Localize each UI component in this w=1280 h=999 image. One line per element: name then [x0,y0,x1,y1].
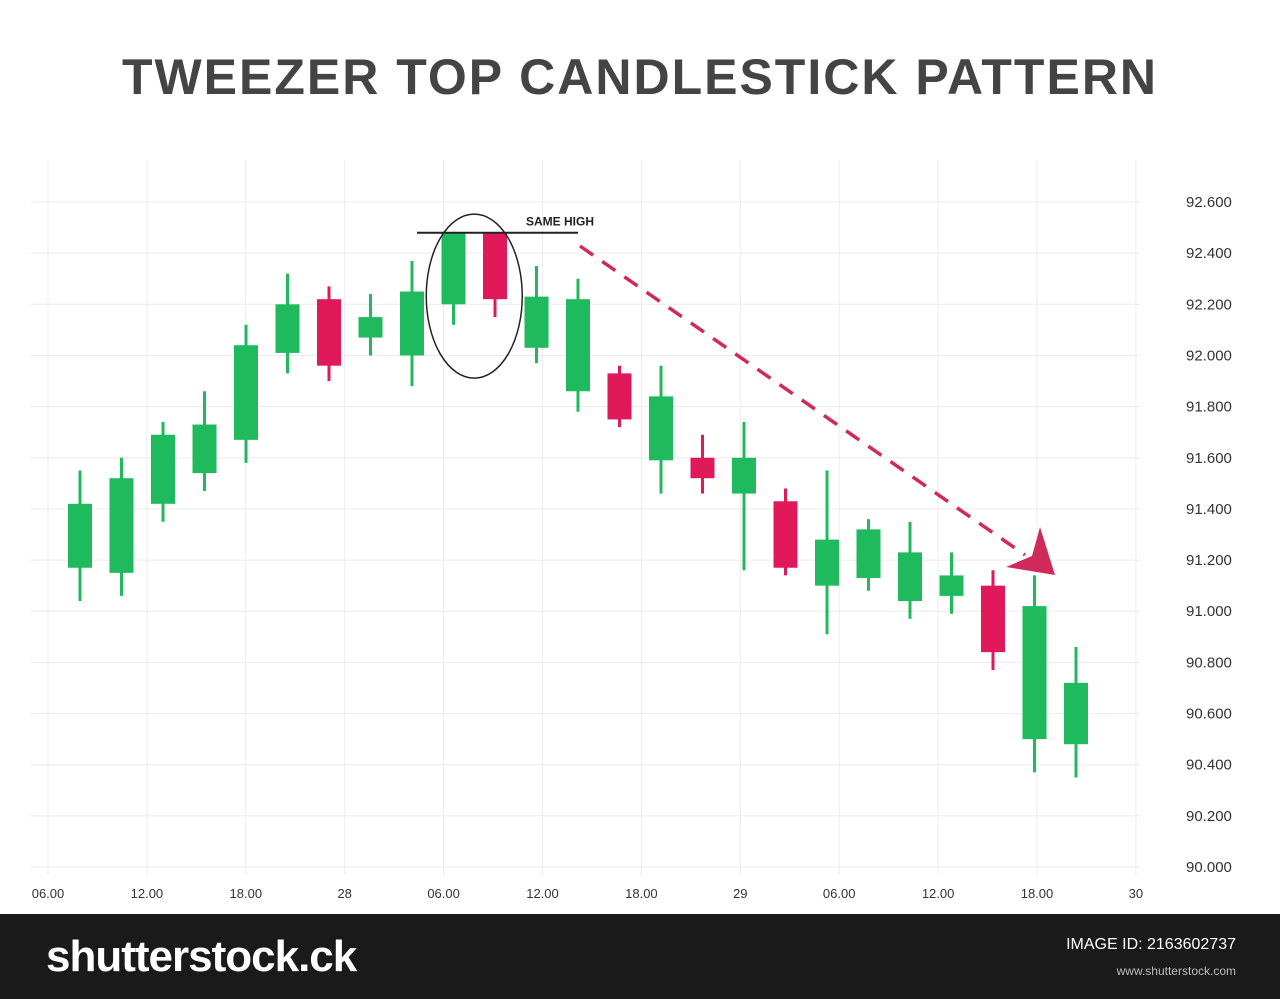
image-id: IMAGE ID: 2163602737 [1066,936,1236,953]
brand-suffix: .ck [298,932,357,981]
x-tick-label: 18.00 [625,886,658,901]
y-tick-label: 90.200 [1186,808,1232,825]
y-tick-label: 90.000 [1186,859,1232,876]
candle-body-bullish [151,434,175,504]
candle-body-bearish [690,457,715,479]
x-tick-label: 12.00 [526,886,559,901]
candle-body-bullish [441,232,466,305]
candle-body-bullish [275,304,300,353]
tweezer-highlight-ellipse [425,213,523,379]
candle-body-bearish [483,232,507,300]
y-tick-label: 92.400 [1186,245,1232,262]
y-tick-label: 92.000 [1186,347,1232,364]
x-tick-label: 18.00 [1021,886,1054,901]
x-tick-label: 30 [1129,886,1143,901]
x-tick-label: 18.00 [230,886,263,901]
candle-body-bearish [317,299,341,366]
y-tick-label: 91.600 [1186,450,1232,467]
x-tick-label: 12.00 [922,886,955,901]
candle-body-bullish [1022,606,1047,740]
candle-body-bullish [524,296,549,348]
candle-body-bullish [649,396,673,461]
x-tick-label: 06.00 [32,886,65,901]
candle-body-bullish [939,575,964,596]
y-tick-label: 91.400 [1186,501,1232,518]
candle-body-bullish [898,552,922,601]
candle-body-bullish [234,345,258,440]
candle-body-bullish [566,299,590,392]
site-url: www.shutterstock.com [1116,964,1236,978]
brand-name: shutterstock [46,932,299,981]
candle-body-bullish [192,424,217,474]
candlestick-chart: 92.600 92.400 92.200 92.000 91.800 91.600 91.4… [30,160,1232,901]
x-tick-label: 06.00 [823,886,856,901]
candle-body-bullish [109,478,134,573]
candle-body-bullish [358,317,383,338]
x-tick-label: 06.00 [427,886,460,901]
x-tick-label: 12.00 [131,886,164,901]
downtrend-arrow-head [1006,527,1055,575]
x-tick-label: 29 [733,886,747,901]
footer-bar: shutterstock.ck IMAGE ID: 2163602737 www… [0,914,1280,999]
y-tick-label: 91.800 [1186,399,1232,416]
y-tick-label: 90.600 [1186,706,1232,723]
candle-body-bearish [607,373,632,420]
candle-body-bullish [856,529,881,578]
y-tick-label: 90.800 [1186,654,1232,671]
candle-body-bullish [68,503,92,568]
y-tick-label: 90.400 [1186,757,1232,774]
y-tick-label: 91.200 [1186,552,1232,569]
candle-body-bullish [815,539,839,586]
candle-body-bearish [773,501,798,568]
downtrend-arrow-line [579,244,1026,557]
candle-body-bearish [981,585,1005,653]
y-tick-label: 92.600 [1186,194,1232,211]
brand-logo: shutterstock.ck [46,932,357,982]
y-tick-label: 92.200 [1186,296,1232,313]
candle-body-bullish [1064,682,1088,745]
same-high-label: SAME HIGH [526,215,594,229]
x-tick-label: 28 [337,886,351,901]
chart-title: TWEEZER TOP CANDLESTICK PATTERN [121,49,1159,105]
candle-body-bullish [732,457,756,494]
candle-body-bullish [400,291,424,356]
y-tick-label: 91.000 [1186,603,1232,620]
